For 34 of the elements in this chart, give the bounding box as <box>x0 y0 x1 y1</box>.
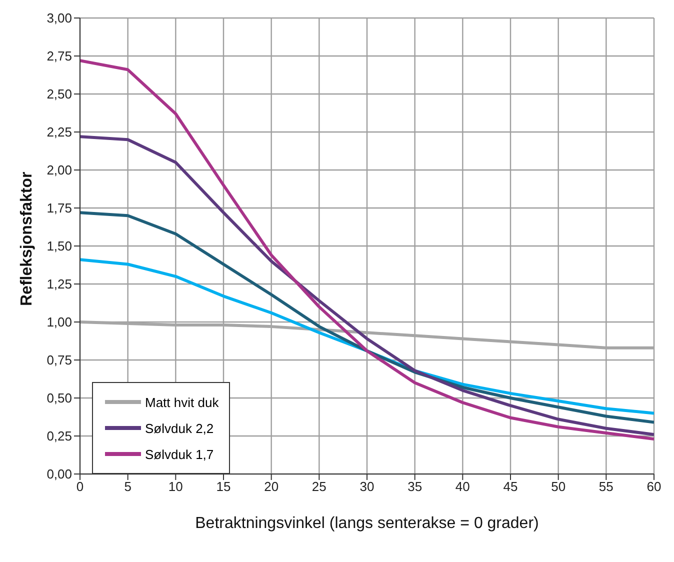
x-tick-label: 55 <box>598 479 614 494</box>
legend-label: Sølvduk 2,2 <box>145 420 214 436</box>
y-tick-label: 1,00 <box>46 314 72 330</box>
x-tick-label: 35 <box>408 479 422 494</box>
y-tick-label: 0,75 <box>46 352 72 368</box>
y-tick-label: 2,25 <box>46 124 72 140</box>
x-tick-label: 20 <box>264 479 279 494</box>
y-tick-label: 2,50 <box>46 86 72 102</box>
y-tick-label: 0,00 <box>46 466 72 482</box>
x-tick-label: 25 <box>312 479 326 494</box>
x-tick-label: 60 <box>646 479 662 494</box>
x-tick-label: 50 <box>551 479 566 494</box>
x-tick-label: 40 <box>455 479 470 494</box>
y-tick-label: 2,75 <box>46 48 72 64</box>
line-series <box>80 135 654 436</box>
x-tick-label: 45 <box>503 479 518 494</box>
line-series <box>80 211 654 424</box>
y-tick-label: 1,75 <box>46 200 72 216</box>
line-series <box>80 59 654 441</box>
y-tick-label: 3,00 <box>46 10 72 26</box>
y-tick-label: 0,50 <box>46 390 72 406</box>
y-tick-label: 0,25 <box>46 428 72 444</box>
x-tick-label: 15 <box>216 479 231 494</box>
y-axis-title: Refleksjonsfaktor <box>18 172 36 306</box>
x-tick-label: 5 <box>124 479 132 494</box>
y-tick-label: 1,25 <box>46 276 72 292</box>
x-tick-label: 0 <box>76 479 84 494</box>
legend-label: Sølvduk 1,7 <box>145 446 214 462</box>
y-tick-label: 1,50 <box>46 238 72 254</box>
legend-label: Matt hvit duk <box>145 394 219 410</box>
y-tick-label: 2,00 <box>46 162 72 178</box>
x-tick-label: 10 <box>168 479 183 494</box>
x-tick-label: 30 <box>360 479 374 494</box>
x-axis-title: Betraktningsvinkel (langs senterakse = 0 grader) <box>195 515 539 532</box>
